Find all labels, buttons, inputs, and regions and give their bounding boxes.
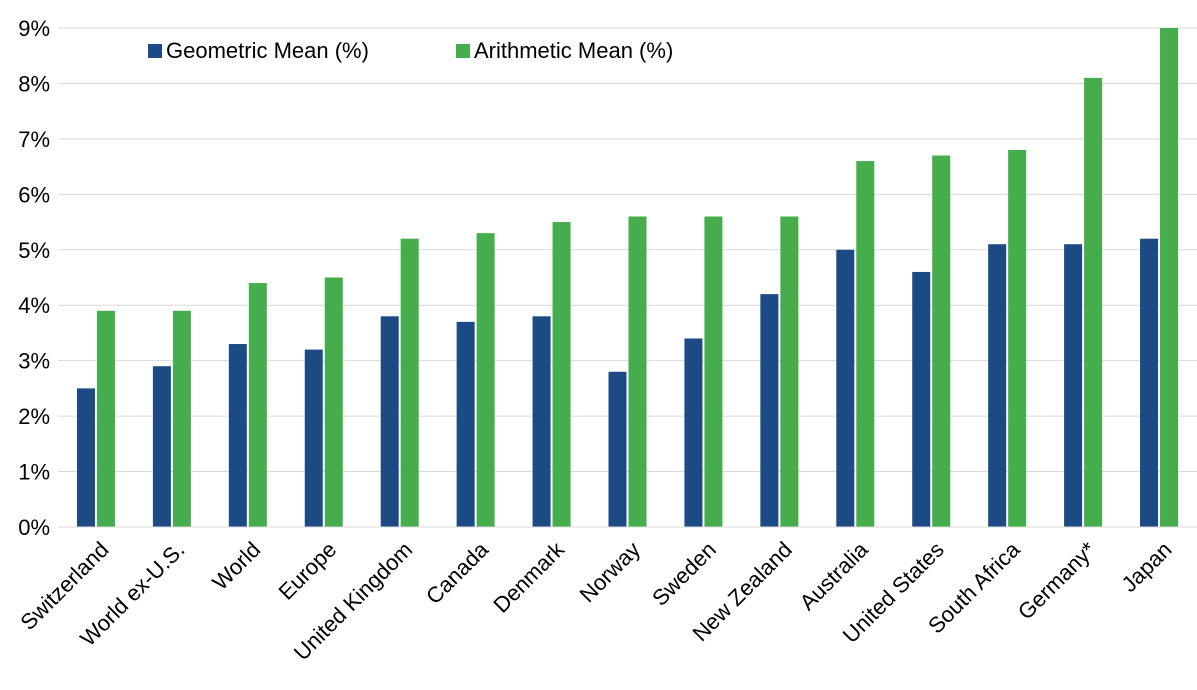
bar-geometric-mean xyxy=(152,366,171,527)
bar-geometric-mean xyxy=(988,244,1007,527)
x-tick-label: World xyxy=(207,537,265,595)
bar-arithmetic-mean xyxy=(96,310,115,527)
x-tick-label: Japan xyxy=(1116,537,1176,597)
gridlines xyxy=(58,27,1197,473)
bar-geometric-mean xyxy=(228,344,247,527)
y-tick-label: 2% xyxy=(18,404,50,429)
x-tick-label: Canada xyxy=(421,536,494,609)
bar-arithmetic-mean xyxy=(1084,77,1103,528)
bar-arithmetic-mean xyxy=(172,310,191,527)
x-tick-label: Europe xyxy=(273,537,341,605)
legend-swatch-arithmetic xyxy=(456,44,470,58)
bar-arithmetic-mean xyxy=(248,283,267,527)
legend-label-arithmetic: Arithmetic Mean (%) xyxy=(474,38,673,63)
bar-arithmetic-mean xyxy=(856,161,875,528)
bar-geometric-mean xyxy=(1064,244,1083,527)
y-tick-label: 8% xyxy=(18,71,50,96)
bar-geometric-mean xyxy=(608,371,627,527)
x-tick-label: Norway xyxy=(575,537,645,607)
y-tick-label: 5% xyxy=(18,238,50,263)
bar-arithmetic-mean xyxy=(628,216,647,527)
bar-arithmetic-mean xyxy=(400,238,419,527)
x-tick-label: Denmark xyxy=(488,536,569,617)
x-tick-label: Germany* xyxy=(1013,537,1101,625)
bar-arithmetic-mean xyxy=(1008,149,1027,527)
y-axis-tick-labels: 0% 1% 2% 3% 4% 5% 6% 7% 8% 9% xyxy=(18,16,50,540)
y-tick-label: 4% xyxy=(18,293,50,318)
bar-geometric-mean xyxy=(760,294,779,527)
bar-geometric-mean xyxy=(836,249,855,527)
bar-geometric-mean xyxy=(456,321,475,527)
bar-arithmetic-mean xyxy=(780,216,799,527)
y-tick-label: 3% xyxy=(18,349,50,374)
bar-geometric-mean xyxy=(1140,238,1159,527)
legend-label-geometric: Geometric Mean (%) xyxy=(166,38,369,63)
x-tick-label: Sweden xyxy=(647,537,721,611)
bar-arithmetic-mean xyxy=(324,277,343,527)
y-tick-label: 0% xyxy=(18,515,50,540)
y-tick-label: 1% xyxy=(18,460,50,485)
y-tick-label: 6% xyxy=(18,182,50,207)
legend-swatch-geometric xyxy=(148,44,162,58)
bar-geometric-mean xyxy=(532,316,551,527)
bar-arithmetic-mean xyxy=(932,155,951,527)
x-tick-label: Australia xyxy=(795,536,874,615)
bar-geometric-mean xyxy=(684,338,703,527)
bar-arithmetic-mean xyxy=(1160,28,1179,527)
bars xyxy=(76,28,1179,528)
y-tick-label: 9% xyxy=(18,16,50,41)
y-tick-label: 7% xyxy=(18,127,50,152)
bar-geometric-mean xyxy=(76,388,95,527)
bar-arithmetic-mean xyxy=(704,216,723,527)
bar-geometric-mean xyxy=(304,349,323,527)
bar-geometric-mean xyxy=(912,271,931,527)
bar-arithmetic-mean xyxy=(476,233,495,527)
bar-arithmetic-mean xyxy=(552,222,571,528)
bar-geometric-mean xyxy=(380,316,399,527)
legend: Geometric Mean (%) Arithmetic Mean (%) xyxy=(148,38,673,63)
